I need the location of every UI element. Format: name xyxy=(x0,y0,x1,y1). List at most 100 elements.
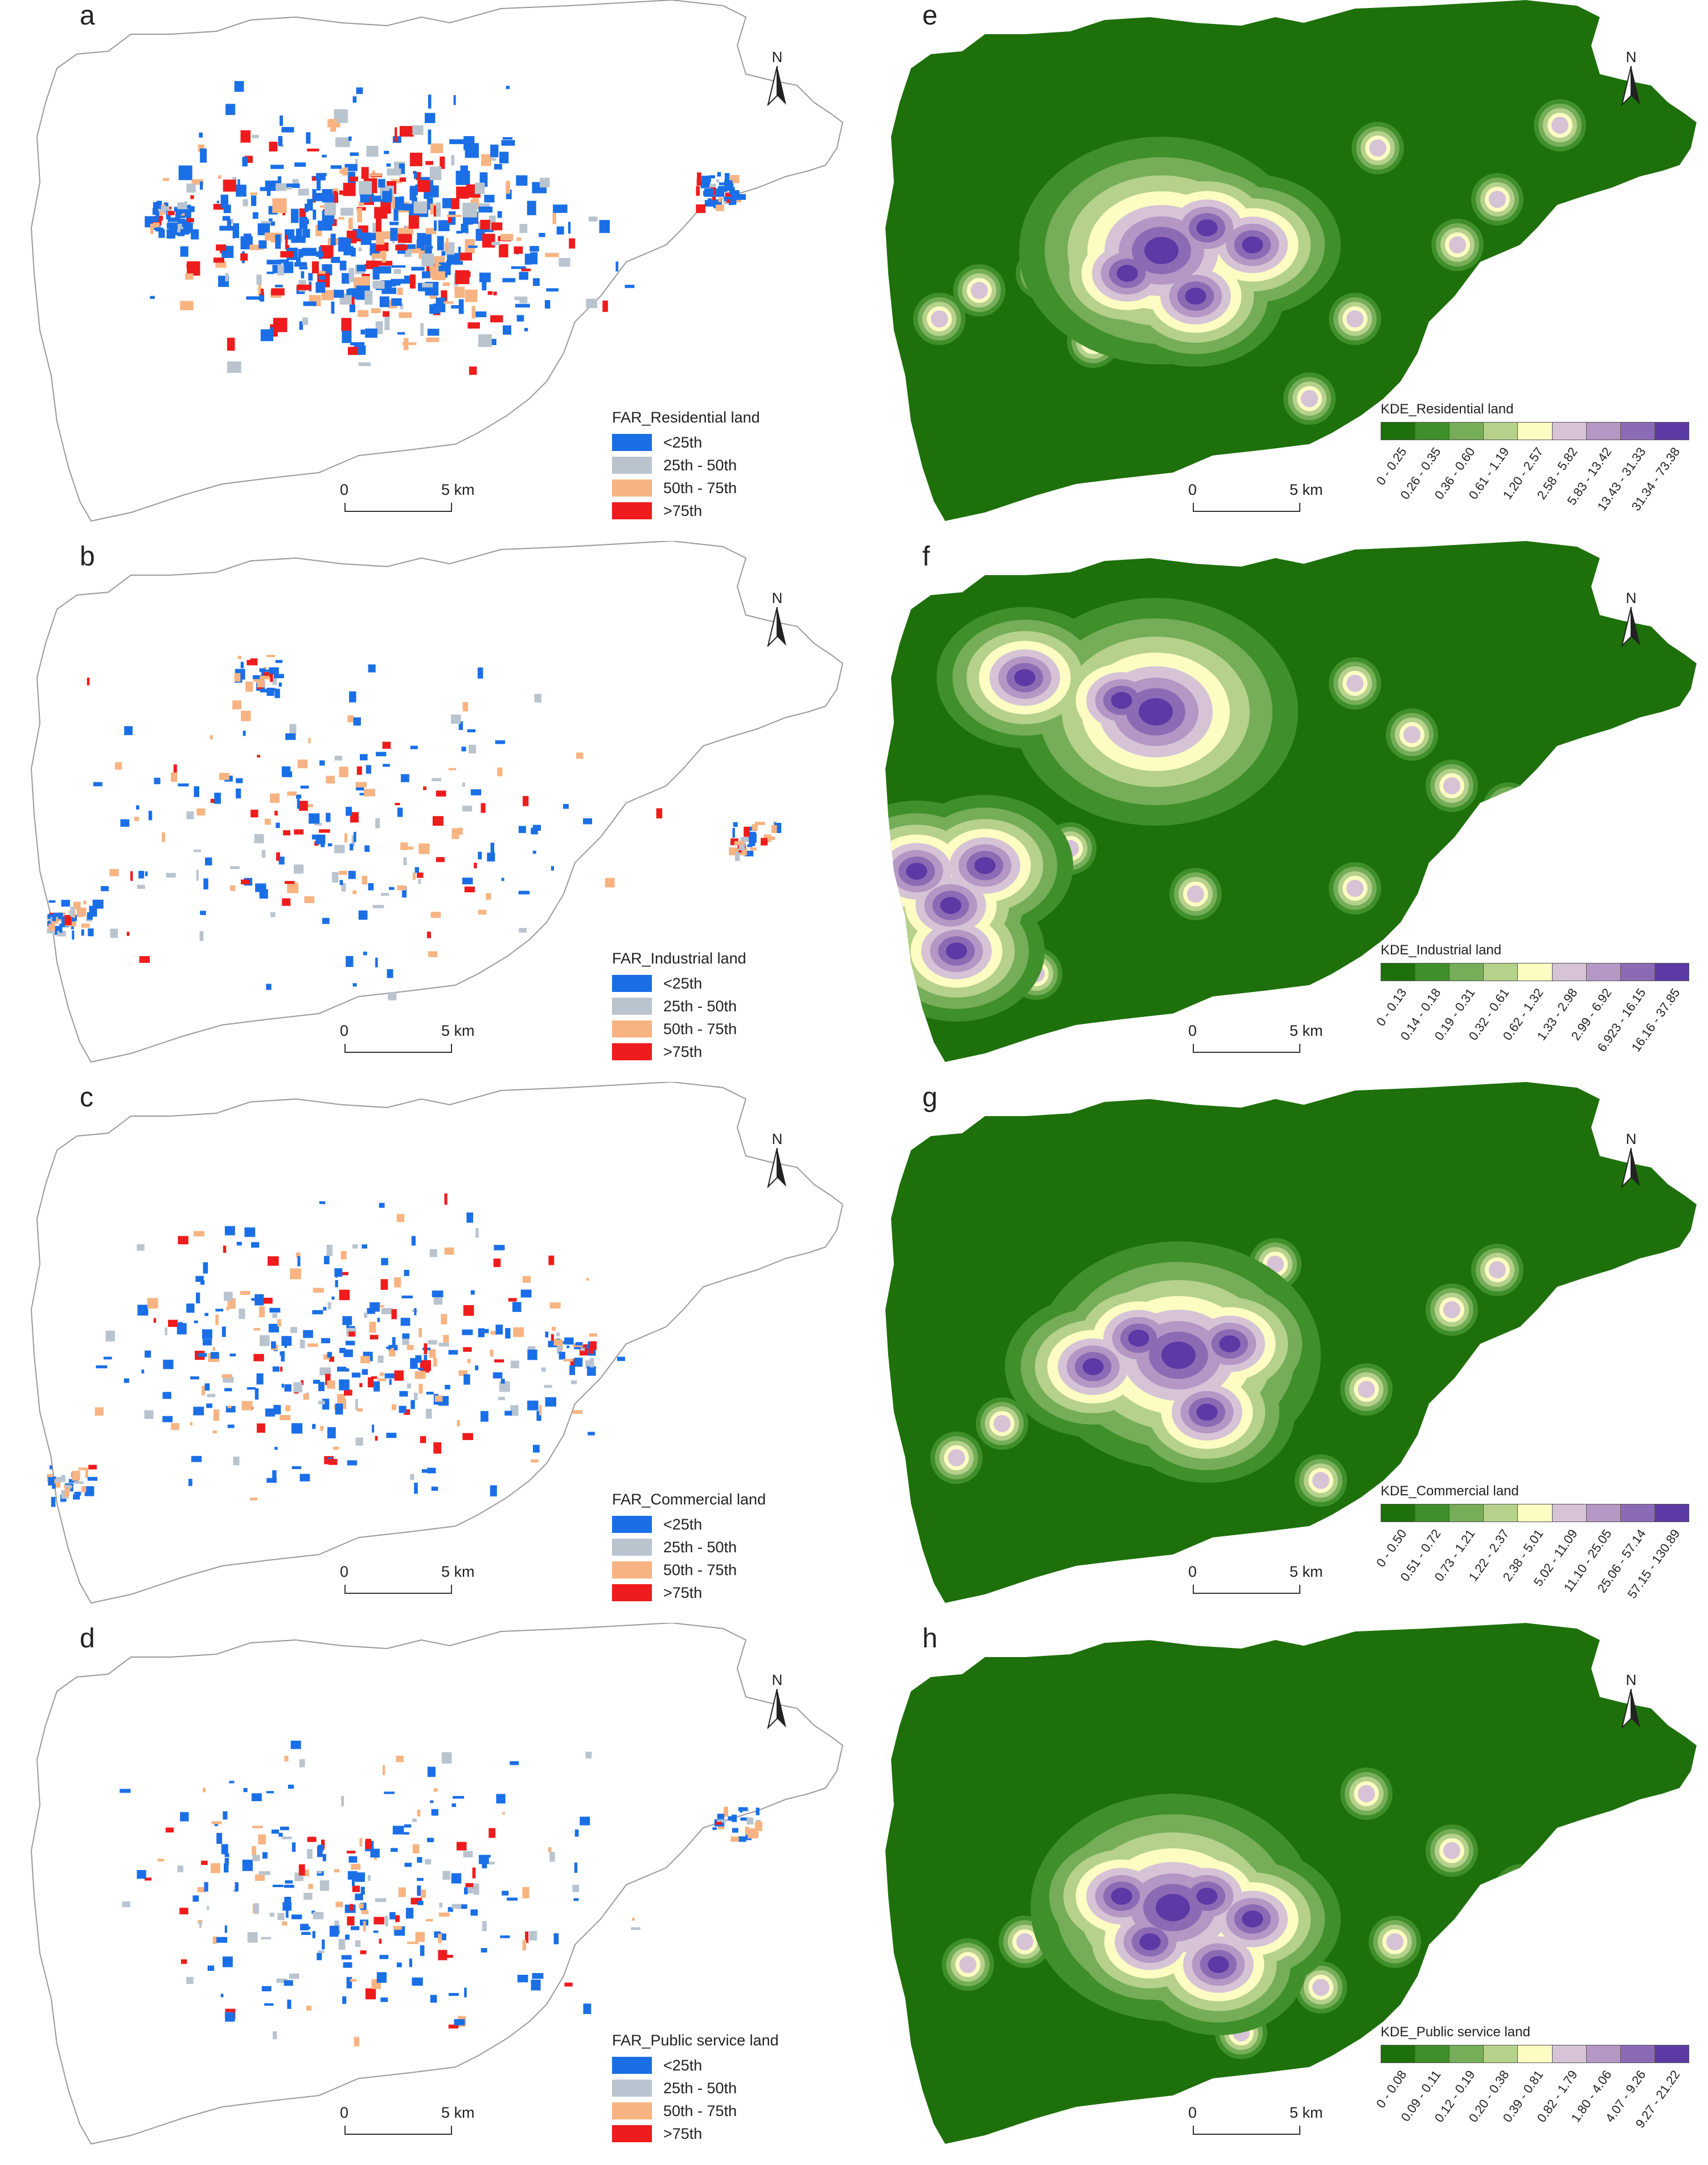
scale-line xyxy=(344,1044,452,1053)
far-legend-label: >75th xyxy=(663,1043,703,1060)
far-legend-label: 25th - 50th xyxy=(663,1538,737,1556)
far-legend-item: <25th xyxy=(612,1513,766,1536)
legend-swatch xyxy=(1484,423,1518,440)
kde-panel-commercial: g xyxy=(854,1082,1708,1616)
legend-swatch xyxy=(1552,1504,1587,1522)
legend-swatch xyxy=(1484,2045,1518,2063)
north-arrow-icon: N xyxy=(763,1671,791,1734)
far-legend-label: <25th xyxy=(663,974,703,992)
legend-swatch xyxy=(1552,423,1587,440)
north-label: N xyxy=(1625,589,1637,606)
legend-swatch xyxy=(1654,2045,1689,2063)
kde-legend-title: KDE_Residential land xyxy=(1381,401,1514,417)
kde-legend-title: KDE_Industrial land xyxy=(1381,942,1502,958)
north-label: N xyxy=(771,1671,783,1688)
scale-zero-label: 0 xyxy=(340,1022,349,1039)
far-legend-item: >75th xyxy=(612,499,760,522)
legend-swatch xyxy=(1518,2045,1553,2063)
far-legend: FAR_Commercial land <25th 25th - 50th 50th … xyxy=(612,1491,766,1604)
far-legend-label: <25th xyxy=(663,2056,703,2074)
north-label: N xyxy=(771,589,783,606)
far-legend-item: >75th xyxy=(612,2122,779,2145)
panel-label: e xyxy=(922,1,938,31)
legend-swatch xyxy=(1415,2045,1450,2063)
far-legend-label: >75th xyxy=(663,502,703,519)
legend-swatch xyxy=(1586,2045,1621,2063)
scale-line xyxy=(344,2126,452,2135)
north-arrow-icon: N xyxy=(763,48,791,111)
scale-zero-label: 0 xyxy=(340,2104,349,2121)
far-legend: FAR_Residential land <25th 25th - 50th 50th… xyxy=(612,409,760,522)
panel-label: g xyxy=(922,1082,938,1113)
kde-legend-colorbar xyxy=(1381,963,1689,981)
north-arrow-icon: N xyxy=(1617,1130,1645,1193)
parcels xyxy=(145,81,746,375)
legend-swatch xyxy=(1484,963,1518,981)
legend-swatch xyxy=(1586,423,1621,440)
far-legend-label: 25th - 50th xyxy=(663,2079,737,2097)
legend-swatch xyxy=(1552,963,1587,981)
scale-five-label: 5 km xyxy=(1290,481,1323,498)
far-panel-residential: a xyxy=(0,0,854,534)
legend-swatch xyxy=(1518,963,1553,981)
far-legend-label: <25th xyxy=(663,433,703,451)
scale-line xyxy=(1193,2126,1300,2135)
far-legend-item: 50th - 75th xyxy=(612,1559,766,1581)
scale-five-label: 5 km xyxy=(1290,1563,1323,1580)
legend-swatch xyxy=(612,502,652,519)
far-map-public-service xyxy=(30,1623,844,2145)
legend-swatch xyxy=(1654,1504,1689,1522)
kde-legend-colorbar xyxy=(1381,1504,1689,1522)
kde-map-industrial xyxy=(885,541,1697,1062)
legend-swatch xyxy=(612,1043,652,1060)
scale-zero-label: 0 xyxy=(1188,481,1197,498)
legend-swatch xyxy=(1415,963,1450,981)
scale-line xyxy=(1193,503,1300,512)
legend-swatch xyxy=(1654,423,1689,440)
far-map-industrial xyxy=(30,541,844,1063)
scale-zero-label: 0 xyxy=(1188,1022,1197,1039)
kde-panel-public-service: h xyxy=(854,1623,1708,2157)
scale-five-label: 5 km xyxy=(441,2104,475,2121)
far-legend-title: FAR_Residential land xyxy=(612,409,760,426)
panel-label: f xyxy=(922,542,930,572)
kde-panel-industrial: f xyxy=(854,541,1708,1075)
scale-line xyxy=(344,503,452,512)
far-legend-item: 50th - 75th xyxy=(612,1018,746,1040)
far-legend-label: 50th - 75th xyxy=(663,1020,737,1038)
legend-swatch xyxy=(1654,963,1689,981)
kde-legend: KDE_Industrial land 0 - 0.13 0.14 - 0.18 0.… xyxy=(1373,942,1699,1061)
far-map-residential xyxy=(30,0,844,522)
kde-legend-title: KDE_Commercial land xyxy=(1381,1483,1519,1499)
legend-swatch xyxy=(1450,1504,1484,1522)
scale-zero-label: 0 xyxy=(340,481,349,498)
far-panel-industrial: b xyxy=(0,541,854,1075)
scale-zero-label: 0 xyxy=(340,1563,349,1580)
far-panel-commercial: c xyxy=(0,1082,854,1616)
legend-swatch xyxy=(612,1584,652,1601)
legend-swatch xyxy=(612,1516,652,1533)
far-legend-item: >75th xyxy=(612,1040,746,1063)
north-label: N xyxy=(771,1130,783,1147)
legend-swatch xyxy=(1518,423,1553,440)
far-legend-item: 25th - 50th xyxy=(612,1536,766,1559)
north-label: N xyxy=(1625,1671,1637,1688)
panel-label: b xyxy=(80,542,95,572)
far-legend-item: >75th xyxy=(612,1581,766,1604)
legend-swatch xyxy=(612,2125,652,2142)
north-label: N xyxy=(1625,48,1637,65)
far-legend: FAR_Industrial land <25th 25th - 50th 50th … xyxy=(612,950,746,1063)
north-arrow-icon: N xyxy=(1617,589,1645,652)
legend-swatch xyxy=(612,2102,652,2119)
legend-swatch xyxy=(1381,963,1416,981)
legend-swatch xyxy=(612,975,652,992)
kde-surface xyxy=(885,1623,1697,2144)
legend-swatch xyxy=(1518,1504,1553,1522)
legend-swatch xyxy=(612,1561,652,1578)
far-legend-item: 25th - 50th xyxy=(612,2077,779,2100)
far-legend-label: 50th - 75th xyxy=(663,479,737,497)
legend-swatch xyxy=(612,2057,652,2074)
north-arrow-icon: N xyxy=(763,1130,791,1193)
scale-five-label: 5 km xyxy=(1290,2104,1323,2121)
scale-line xyxy=(1193,1044,1300,1053)
